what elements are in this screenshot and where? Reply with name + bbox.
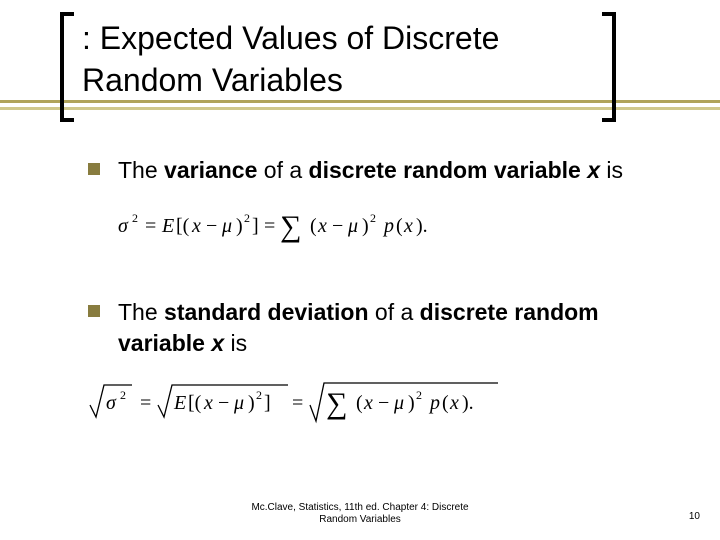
svg-text:2: 2 (256, 388, 262, 402)
svg-text:=: = (264, 215, 275, 237)
svg-text:∑: ∑ (280, 210, 301, 243)
bullet-marker (88, 305, 100, 317)
svg-text:x: x (203, 392, 213, 414)
variance-formula: σ 2 = E [( x − μ ) 2 ] = ∑ ( x − μ ) 2 p… (118, 204, 648, 257)
svg-text:−: − (332, 215, 343, 237)
svg-text:): ) (236, 215, 243, 237)
svg-text:−: − (206, 215, 217, 237)
svg-text:(: ( (442, 392, 449, 414)
svg-text:μ: μ (393, 392, 404, 414)
svg-text:μ: μ (233, 392, 244, 414)
svg-text:=: = (140, 392, 151, 414)
svg-text:): ) (248, 392, 255, 414)
svg-text:μ: μ (221, 215, 232, 237)
title-bracket-right (602, 12, 616, 122)
svg-text:x: x (363, 392, 373, 414)
stddev-formula: σ 2 = E [( x − μ ) 2 ] = ∑ ( x − μ ) 2 p… (88, 377, 648, 436)
svg-text:): ) (362, 215, 369, 237)
svg-text:).: ). (416, 215, 428, 237)
svg-text:): ) (408, 392, 415, 414)
svg-text:]: ] (264, 392, 271, 414)
svg-text:2: 2 (370, 211, 376, 225)
svg-text:).: ). (462, 392, 474, 414)
svg-text:(: ( (396, 215, 403, 237)
slide-title: : Expected Values of Discrete Random Var… (82, 18, 602, 101)
page-number: 10 (689, 511, 700, 522)
bullet-text: The variance of a discrete random variab… (118, 155, 623, 186)
bullet-item: The standard deviation of a discrete ran… (88, 297, 648, 359)
svg-text:∑: ∑ (326, 387, 347, 420)
svg-text:p: p (428, 392, 440, 414)
bullet-text: The standard deviation of a discrete ran… (118, 297, 648, 359)
svg-text:E: E (173, 392, 186, 414)
svg-text:2: 2 (120, 388, 126, 402)
svg-text:2: 2 (132, 211, 138, 225)
svg-text:(: ( (356, 392, 363, 414)
svg-text:=: = (145, 215, 156, 237)
svg-text:[(: [( (176, 215, 190, 237)
title-bracket-left (60, 12, 74, 122)
slide-content: The variance of a discrete random variab… (88, 155, 648, 436)
svg-text:x: x (191, 215, 201, 237)
bullet-item: The variance of a discrete random variab… (88, 155, 648, 186)
bullet-marker (88, 163, 100, 175)
svg-text:x: x (403, 215, 413, 237)
svg-text:(: ( (310, 215, 317, 237)
svg-text:E: E (161, 215, 174, 237)
svg-text:σ: σ (106, 392, 117, 414)
svg-text:−: − (218, 392, 229, 414)
svg-text:x: x (449, 392, 459, 414)
svg-text:σ: σ (118, 215, 129, 237)
svg-text:p: p (382, 215, 394, 237)
footer: Mc.Clave, Statistics, 11th ed. Chapter 4… (0, 502, 720, 526)
svg-text:]: ] (252, 215, 259, 237)
svg-text:2: 2 (416, 388, 422, 402)
svg-text:=: = (292, 392, 303, 414)
svg-text:2: 2 (244, 211, 250, 225)
svg-text:x: x (317, 215, 327, 237)
svg-text:[(: [( (188, 392, 202, 414)
svg-text:−: − (378, 392, 389, 414)
svg-text:μ: μ (347, 215, 358, 237)
